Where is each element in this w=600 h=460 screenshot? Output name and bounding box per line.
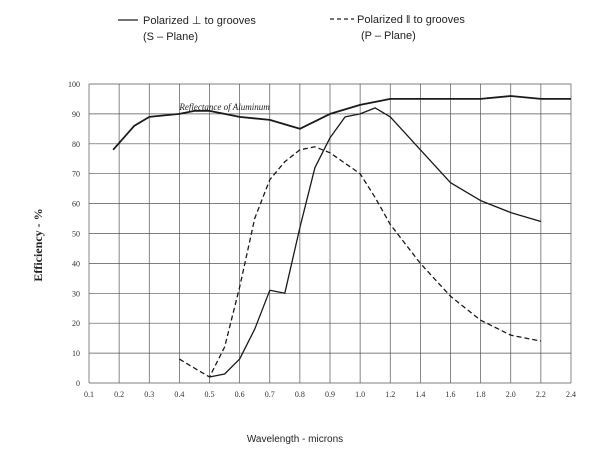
y-tick-label-1: 10 (72, 349, 80, 358)
y-tick-label-4: 40 (72, 259, 80, 268)
x-tick-labels: 0.1 0.2 0.3 0.4 0.5 0.6 0.7 0.8 0.9 1.0 1.2 1.4 1.6 1… (84, 390, 576, 399)
legend-solid-sublabel: (S – Plane) (143, 31, 198, 43)
x-tick-label-10: 1.2 (385, 390, 395, 399)
x-tick-label-8: 0.9 (325, 390, 335, 399)
y-tick-label-6: 60 (72, 200, 80, 209)
y-tick-label-10: 100 (68, 80, 80, 89)
y-tick-label-3: 30 (72, 289, 80, 298)
y-tick-label-2: 20 (72, 319, 80, 328)
x-tick-label-15: 2.2 (536, 390, 546, 399)
x-tick-label-7: 0.8 (295, 390, 305, 399)
legend: Polarized ⊥ to grooves (S – Plane) Polar… (118, 14, 465, 43)
x-tick-label-4: 0.5 (205, 390, 215, 399)
annotation-0: Reflectance of Aluminum (178, 102, 270, 112)
x-tick-label-5: 0.6 (235, 390, 245, 399)
x-tick-label-9: 1.0 (355, 390, 365, 399)
y-tick-label-9: 90 (72, 110, 80, 119)
grid (88, 83, 572, 384)
x-tick-label-12: 1.6 (446, 390, 456, 399)
series-line-2 (179, 146, 542, 378)
y-tick-label-0: 0 (76, 379, 80, 388)
y-tick-label-8: 80 (72, 140, 80, 149)
series-lines (112, 95, 571, 378)
annotations: Reflectance of Aluminum (178, 102, 270, 112)
x-tick-label-11: 1.4 (415, 390, 425, 399)
y-tick-labels: 0 10 20 30 40 50 60 70 80 90 100 (68, 80, 80, 388)
series-line-0 (112, 95, 571, 151)
y-tick-label-5: 50 (72, 230, 80, 239)
x-tick-label-0: 0.1 (84, 390, 94, 399)
x-tick-label-6: 0.7 (265, 390, 275, 399)
series-line-1 (209, 107, 542, 378)
x-tick-label-13: 1.8 (476, 390, 486, 399)
x-tick-label-3: 0.4 (174, 390, 184, 399)
x-axis-label: Wavelength - microns (247, 434, 343, 445)
x-tick-label-14: 2.0 (506, 390, 516, 399)
legend-dashed-sublabel: (P – Plane) (361, 30, 416, 42)
y-tick-label-7: 70 (72, 170, 80, 179)
legend-solid-label: Polarized ⊥ to grooves (143, 15, 256, 27)
x-tick-label-16: 2.4 (566, 390, 576, 399)
y-axis-label: Efficiency - % (31, 208, 45, 281)
x-tick-label-2: 0.3 (144, 390, 154, 399)
x-tick-label-1: 0.2 (114, 390, 124, 399)
legend-dashed-label: Polarized ‖ to grooves (357, 14, 465, 26)
